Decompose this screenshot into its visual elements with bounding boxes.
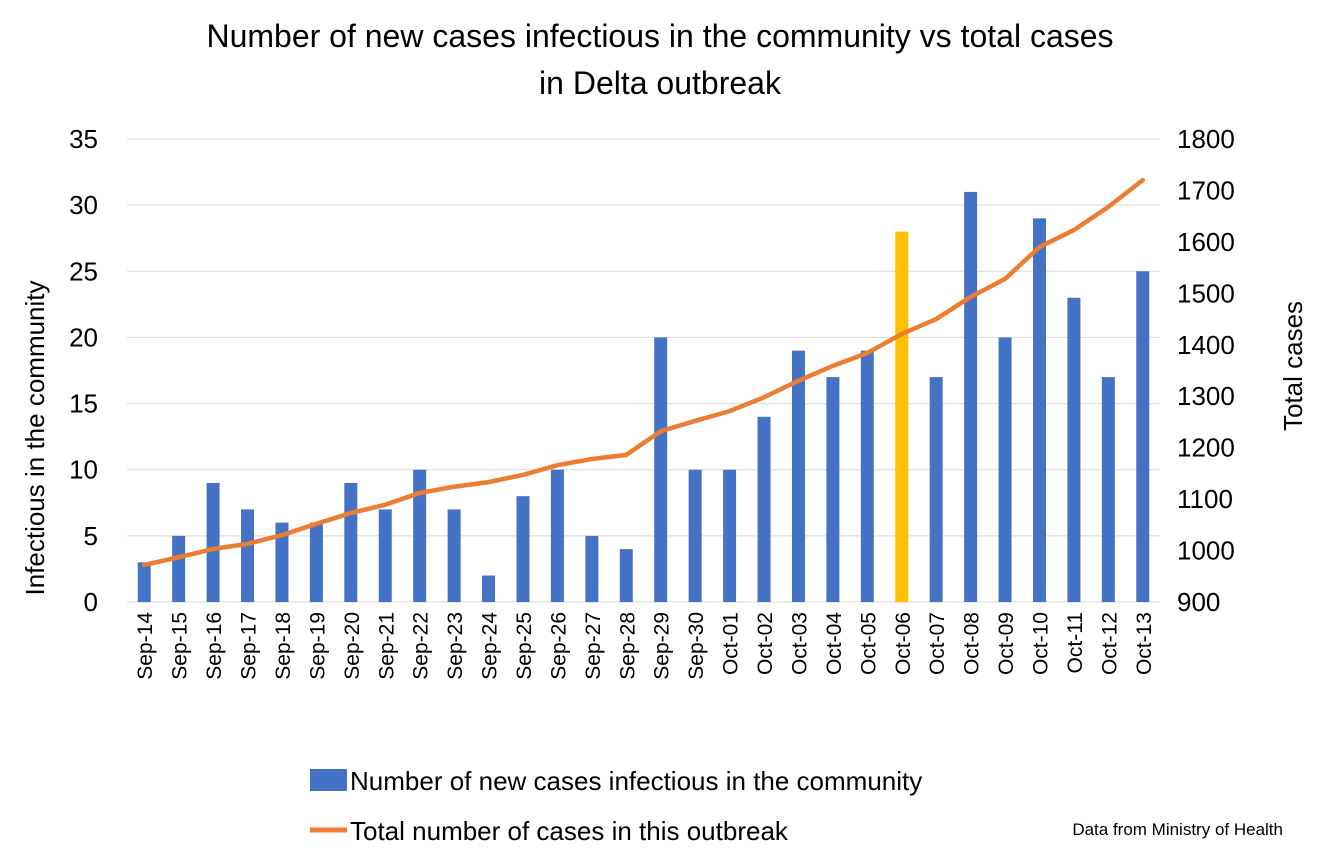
source-note: Data from Ministry of Health [1072,820,1283,839]
x-tick-label: Sep-30 [685,612,708,680]
bar-Oct-09 [998,337,1012,602]
x-tick-label: Sep-19 [306,612,329,680]
bar-Oct-10 [1032,218,1046,602]
bar-Oct-02 [757,416,771,602]
chart-title-line1: Number of new cases infectious in the co… [206,18,1113,54]
x-tick-label: Sep-24 [479,612,502,680]
bar-Oct-05 [860,350,874,602]
x-tick-label: Sep-14 [134,612,157,680]
bar-Oct-13 [1136,271,1150,602]
bar-Sep-18 [275,522,289,602]
bar-Sep-29 [654,337,668,602]
bar-Sep-24 [482,575,496,602]
left-tick-label: 10 [69,455,98,485]
x-tick-label: Oct-04 [823,612,846,675]
x-tick-label: Oct-07 [926,612,949,675]
bar-Sep-15 [172,535,186,602]
left-tick-label: 35 [69,124,98,154]
bar-Sep-27 [585,535,599,602]
x-tick-label: Oct-08 [961,612,984,675]
gridlines [127,138,1160,603]
bar-Sep-19 [309,522,323,602]
x-tick-label: Sep-17 [238,612,261,680]
bar-Sep-17 [241,509,255,602]
left-tick-label: 15 [69,389,98,419]
bar-Oct-04 [826,377,840,602]
left-tick-label: 0 [84,587,98,617]
x-tick-label: Oct-10 [1029,612,1052,675]
x-tick-label: Oct-09 [995,612,1018,675]
right-tick-label: 1600 [1177,227,1235,257]
x-tick-label: Sep-22 [410,612,433,680]
left-axis-label: Infectious in the community [20,280,50,595]
line-series [141,177,1146,568]
x-tick-label: Oct-03 [788,612,811,675]
right-tick-label: 1400 [1177,330,1235,360]
x-tick-label: Oct-01 [720,612,743,675]
x-tick-label: Oct-06 [892,612,915,675]
bar-Sep-23 [447,509,461,602]
x-tick-label: Sep-27 [582,612,605,680]
total-cases-line [141,177,1146,568]
bar-Sep-14 [137,562,151,602]
bar-Sep-28 [619,549,633,602]
left-tick-label: 5 [84,521,98,551]
bar-Sep-30 [688,469,702,602]
x-axis-ticks: Sep-14 Sep-15 Sep-16 Sep-17 Sep-18 Sep-19 Sep-… [134,612,1156,680]
bar-Oct-07 [929,377,943,602]
bar-Oct-11 [1067,297,1081,602]
bar-Sep-20 [344,482,358,602]
left-tick-label: 30 [69,190,98,220]
chart-title-line2: in Delta outbreak [539,65,782,101]
bar-series [137,191,1150,602]
bar-Sep-21 [378,509,392,602]
legend-bar-label: Number of new cases infectious in the co… [350,766,922,796]
bar-Oct-01 [723,469,737,602]
right-tick-label: 1500 [1177,278,1235,308]
right-axis-ticks: 900 1000 1100 1200 1300 1400 1500 1600 1700 1800 [1177,124,1235,617]
left-tick-label: 25 [69,256,98,286]
x-tick-label: Sep-26 [547,612,570,680]
x-tick-label: Sep-23 [444,612,467,680]
x-tick-label: Sep-16 [203,612,226,680]
x-tick-label: Sep-29 [651,612,674,680]
right-tick-label: 1300 [1177,381,1235,411]
x-tick-label: Oct-13 [1133,612,1156,675]
legend-bar-swatch [310,769,347,791]
x-tick-label: Sep-20 [341,612,364,680]
right-tick-label: 1000 [1177,536,1235,566]
bar-Sep-22 [413,469,427,602]
right-tick-label: 900 [1177,587,1220,617]
right-tick-label: 1200 [1177,433,1235,463]
x-tick-label: Oct-12 [1098,612,1121,675]
bar-Sep-26 [550,469,564,602]
x-tick-label: Sep-28 [616,612,639,680]
bar-Sep-25 [516,496,530,602]
left-axis-ticks: 0 5 10 15 20 25 30 35 [69,124,98,617]
x-tick-label: Oct-05 [857,612,880,675]
x-tick-label: Sep-25 [513,612,536,680]
x-tick-label: Sep-18 [272,612,295,680]
bar-Sep-16 [206,482,220,602]
x-tick-label: Oct-02 [754,612,777,675]
x-tick-label: Oct-11 [1064,612,1087,673]
right-tick-label: 1700 [1177,175,1235,205]
x-tick-label: Sep-21 [375,612,398,680]
x-tick-label: Sep-15 [169,612,192,680]
bar-Oct-12 [1101,377,1115,602]
legend-line-label: Total number of cases in this outbreak [350,816,789,846]
bar-Oct-06 [895,231,909,602]
bar-Oct-08 [964,191,978,602]
right-tick-label: 1100 [1177,484,1233,514]
right-tick-label: 1800 [1177,124,1235,154]
right-axis-label: Total cases [1278,301,1308,431]
left-tick-label: 20 [69,322,98,352]
bar-Oct-03 [791,350,805,602]
